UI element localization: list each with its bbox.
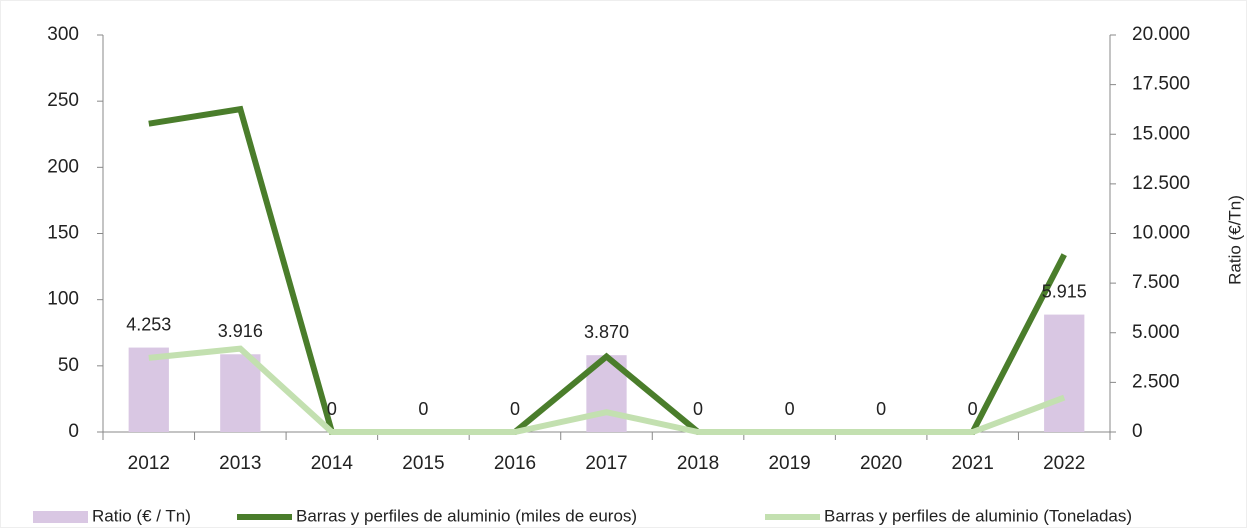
x-tick-label: 2016: [494, 453, 536, 474]
data-label: 3.870: [584, 322, 629, 342]
x-tick-label: 2014: [311, 453, 354, 474]
x-tick-label: 2019: [768, 453, 810, 474]
x-tick-label: 2017: [585, 453, 627, 474]
bar: [128, 347, 169, 432]
y-tick-label: 200: [47, 156, 79, 177]
y-tick-label: 300: [47, 24, 79, 45]
y2-tick-label: 5.000: [1132, 322, 1180, 343]
x-tick-label: 2022: [1043, 453, 1085, 474]
y2-tick-label: 7.500: [1132, 272, 1180, 293]
y2-tick-label: 0: [1132, 421, 1143, 442]
y2-tick-label: 10.000: [1132, 223, 1190, 244]
data-label: 0: [785, 399, 795, 419]
y2-axis-label: Ratio (€/Tn): [1225, 195, 1244, 285]
data-label: 0: [327, 399, 337, 419]
data-label: 0: [876, 399, 886, 419]
data-label: 0: [510, 399, 520, 419]
bar: [220, 354, 261, 432]
x-tick-label: 2018: [677, 453, 719, 474]
data-label: 4.253: [126, 314, 171, 334]
y-tick-label: 250: [47, 90, 79, 111]
y-tick-label: 0: [68, 421, 79, 442]
y2-tick-label: 12.500: [1132, 173, 1190, 194]
data-label: 5.915: [1042, 281, 1087, 301]
y-tick-label: 100: [47, 289, 79, 310]
legend-label: Ratio (€ / Tn): [92, 506, 191, 525]
legend-label: Barras y perfiles de aluminio (miles de …: [296, 506, 637, 525]
y2-tick-label: 15.000: [1132, 123, 1190, 144]
bar: [1044, 314, 1085, 432]
line: [148, 345, 1066, 435]
y2-tick-label: 17.500: [1132, 74, 1190, 95]
x-tick-label: 2012: [128, 453, 170, 474]
data-label: 0: [418, 399, 428, 419]
data-label: 0: [693, 399, 703, 419]
y-tick-label: 150: [47, 223, 79, 244]
y2-tick-label: 20.000: [1132, 24, 1190, 45]
x-tick-label: 2015: [402, 453, 444, 474]
data-label: 3.916: [218, 321, 263, 341]
legend-swatch: [33, 511, 88, 523]
legend-label: Barras y perfiles de aluminio (Toneladas…: [824, 506, 1132, 525]
data-label: 0: [968, 399, 978, 419]
y-tick-label: 50: [58, 355, 79, 376]
x-tick-label: 2020: [860, 453, 902, 474]
y2-tick-label: 2.500: [1132, 371, 1180, 392]
x-tick-label: 2013: [219, 453, 261, 474]
x-tick-label: 2021: [952, 453, 994, 474]
